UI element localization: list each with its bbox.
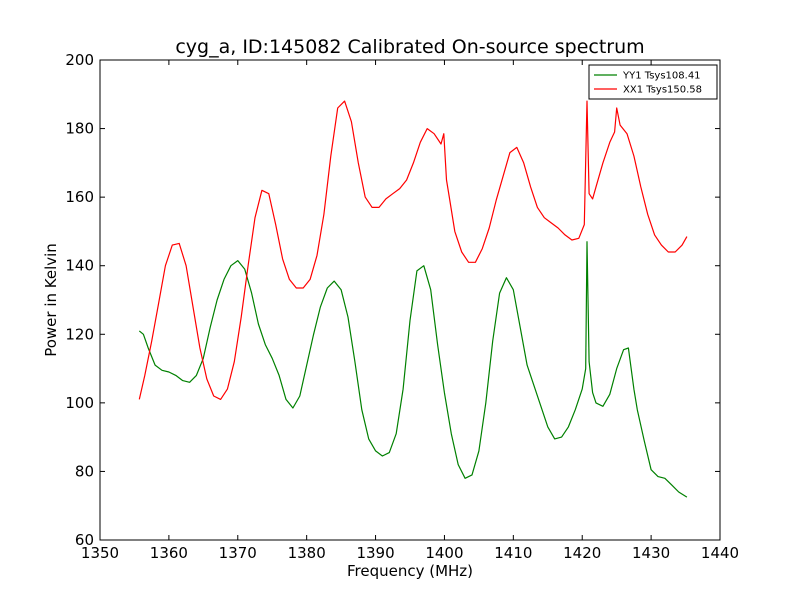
y-tick-label: 180 xyxy=(65,120,94,138)
y-axis-ticks: 60 80 100 120 140 160 180 200 xyxy=(65,51,720,549)
y-tick-label: 140 xyxy=(65,257,94,275)
y-tick-label: 60 xyxy=(75,531,94,549)
series-line-2 xyxy=(138,100,688,400)
x-axis-label: Frequency (MHz) xyxy=(347,562,473,580)
legend-box xyxy=(588,64,718,100)
y-tick-label: 100 xyxy=(65,394,94,412)
legend-entries: YY1 Tsys108.41 XX1 Tsys150.58 xyxy=(594,71,702,96)
x-tick-label: 1410 xyxy=(494,544,532,562)
y-tick-label: 80 xyxy=(75,462,94,480)
x-tick-label: 1350 xyxy=(81,544,119,562)
plot-frame xyxy=(99,59,721,541)
legend: YY1 Tsys108.41 XX1 Tsys150.58 xyxy=(588,64,718,100)
x-tick-label: 1430 xyxy=(632,544,670,562)
y-tick-label: 160 xyxy=(65,188,94,206)
x-tick-label: 1370 xyxy=(219,544,257,562)
legend-label-1: YY1 Tsys108.41 xyxy=(622,71,701,82)
chart-title: cyg_a, ID:145082 Calibrated On-source sp… xyxy=(175,36,644,58)
y-tick-label: 200 xyxy=(65,51,94,69)
x-tick-label: 1390 xyxy=(356,544,394,562)
legend-label-2: XX1 Tsys150.58 xyxy=(623,85,702,96)
y-tick-label: 120 xyxy=(65,325,94,343)
x-axis-ticks: 1350 1360 1370 1380 1390 1400 1410 1420 1430 1440 xyxy=(81,60,739,562)
series-layer xyxy=(138,100,688,498)
plot-area xyxy=(100,60,720,540)
x-tick-label: 1380 xyxy=(288,544,326,562)
series-line-1 xyxy=(138,241,688,498)
x-tick-label: 1420 xyxy=(563,544,601,562)
x-tick-label: 1400 xyxy=(425,544,463,562)
x-tick-label: 1440 xyxy=(701,544,739,562)
x-tick-label: 1360 xyxy=(150,544,188,562)
y-axis-label: Power in Kelvin xyxy=(42,243,60,357)
